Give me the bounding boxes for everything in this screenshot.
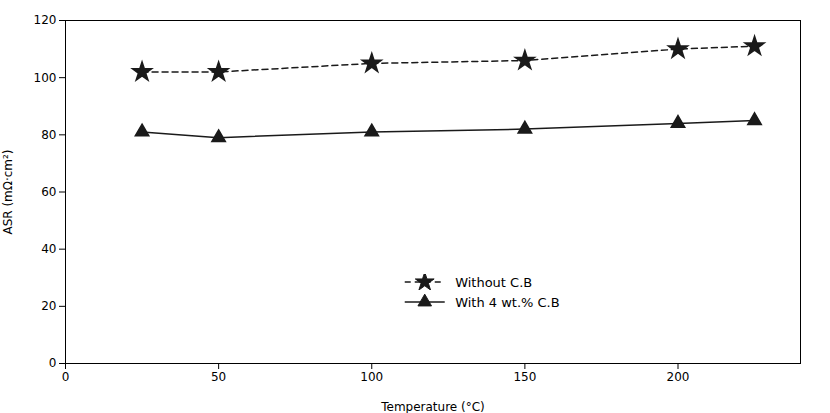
- svg-text:200: 200: [667, 370, 690, 384]
- svg-text:100: 100: [34, 71, 57, 85]
- html-text:With 4 wt.% C.B: With 4 wt.% C.B: [455, 294, 560, 310]
- svg-text:60: 60: [41, 185, 56, 199]
- svg-text:40: 40: [41, 242, 56, 256]
- svg-text:ASR (mΩ·cm²): ASR (mΩ·cm²): [1, 149, 15, 234]
- svg-text:150: 150: [513, 370, 536, 384]
- svg-text:50: 50: [211, 370, 226, 384]
- svg-text:120: 120: [34, 13, 57, 27]
- svg-text:0: 0: [49, 356, 57, 370]
- html-text:Without C.B: Without C.B: [455, 274, 533, 290]
- svg-text:20: 20: [41, 299, 56, 313]
- svg-text:0: 0: [62, 370, 70, 384]
- svg-text:Temperature (°C): Temperature (°C): [380, 400, 485, 413]
- svg-text:100: 100: [360, 370, 383, 384]
- svg-text:80: 80: [41, 128, 56, 142]
